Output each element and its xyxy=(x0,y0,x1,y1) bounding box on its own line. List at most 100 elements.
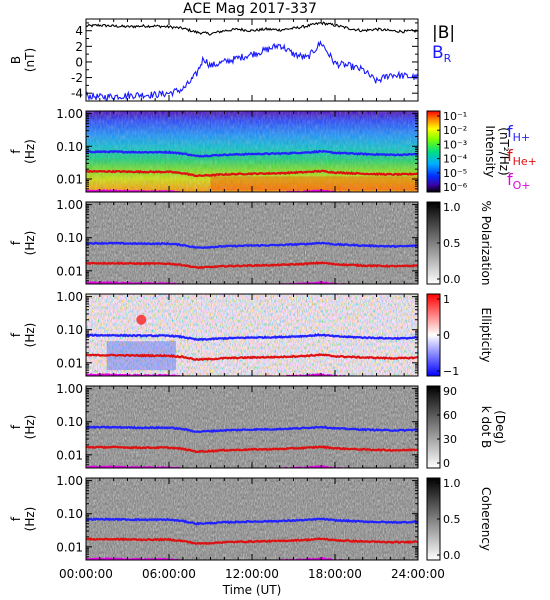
gyrofrequency-line-f_H xyxy=(86,425,418,434)
legend-b-r: BR xyxy=(432,43,452,65)
y-tick-label: 1.00 xyxy=(56,198,83,212)
colorbar-tick-label: 60 xyxy=(443,409,457,422)
panel-plot-area xyxy=(86,294,418,376)
colorbar-label: Intensity xyxy=(483,125,497,177)
colorbar-tick-label: 0.0 xyxy=(443,273,461,286)
x-tick-label: 18:00:00 xyxy=(308,567,362,581)
gyrofrequency-line-f_He xyxy=(86,261,418,270)
colorbar xyxy=(426,385,441,469)
y-axis-label: f xyxy=(9,516,23,521)
spectrogram-high-band xyxy=(210,176,418,191)
y-axis-label: f xyxy=(9,332,23,337)
y-tick-label: 1.00 xyxy=(56,382,83,396)
y-tick-label: 0.01 xyxy=(56,448,83,462)
colorbar-tick-label: 1 xyxy=(443,293,450,306)
chart-title: ACE Mag 2017-337 xyxy=(183,1,317,17)
panel-plot-area xyxy=(86,202,418,284)
y-tick-label: 1.00 xyxy=(56,290,83,304)
y-tick-label: 0 xyxy=(75,55,83,69)
colorbar-unit: (nT²/Hz) xyxy=(497,127,511,175)
panel-plot-area xyxy=(86,19,418,101)
gyrofrequency-line-f_H xyxy=(86,149,418,158)
gyrofrequency-label-He: fHe+ xyxy=(507,146,537,168)
y-tick-label: 0.01 xyxy=(56,264,83,278)
colorbar-tick-label: 10⁻² xyxy=(443,124,467,137)
panel-5: 1.00 0.10 0.01 f (Hz) 1.0 0.5 0.0 Coherency xyxy=(9,474,493,562)
gyrofrequency-label-subscript: O+ xyxy=(513,179,531,192)
y-tick-label: 0.01 xyxy=(56,540,83,554)
colorbar-tick-label: 0.5 xyxy=(443,237,461,250)
x-tick-label: 00:00:00 xyxy=(59,567,113,581)
y-tick-label: -4 xyxy=(71,87,83,101)
y-tick-label: 2 xyxy=(75,40,83,54)
panel-plot-area xyxy=(86,111,418,192)
colorbar-label: k dot B xyxy=(479,406,493,448)
gyrofrequency-line-f_He xyxy=(86,537,418,546)
panel-0: 4 20 -2 -4 B (nT) |B|BR xyxy=(9,18,455,102)
colorbar-tick-label: 0 xyxy=(443,329,450,342)
y-tick-label: 1.00 xyxy=(56,474,83,488)
panel-4: 1.00 0.10 0.01 f (Hz) 90 60 30 0 k dot B (Deg) xyxy=(9,382,507,470)
colorbar-label: Coherency xyxy=(479,487,493,551)
colorbar-tick-label: 1.0 xyxy=(443,201,461,214)
gyrofrequency-label-O: fO+ xyxy=(507,170,531,192)
colorbar-tick-label: 10⁻³ xyxy=(443,138,467,151)
colorbar-tick-label: 10⁻⁴ xyxy=(443,153,468,166)
colorbar-tick-label: 10⁻⁶ xyxy=(443,181,468,194)
y-tick-label: -2 xyxy=(71,71,83,85)
y-axis-unit: (Hz) xyxy=(23,231,37,256)
colorbar-tick-label: 30 xyxy=(443,433,457,446)
gyrofrequency-line-f_He xyxy=(86,353,418,362)
panel-1: 1.00 0.10 0.01 f (Hz) 10⁻¹10⁻²10⁻³ 10⁻⁴10⁻⁵10⁻… xyxy=(9,107,537,194)
x-axis-label: Time (UT) xyxy=(222,583,282,597)
y-tick-label: 0.10 xyxy=(56,507,83,521)
gyrofrequency-label-subscript: H+ xyxy=(513,131,531,144)
y-tick-label: 4 xyxy=(75,24,83,38)
gyrofrequency-line-f_He xyxy=(86,445,418,454)
y-axis-label: B xyxy=(9,56,23,64)
legend-b-r-subscript: R xyxy=(444,52,452,65)
y-tick-label: 0.10 xyxy=(56,415,83,429)
y-tick-label: 1.00 xyxy=(56,107,83,121)
gyrofrequency-label-H: fH+ xyxy=(507,122,530,144)
y-axis-label: f xyxy=(9,149,23,154)
panel-plot-area xyxy=(86,478,418,560)
y-axis-label: f xyxy=(9,424,23,429)
y-axis-unit: (Hz) xyxy=(23,415,37,440)
colorbar-tick-label: 0.5 xyxy=(443,513,461,526)
gyrofrequency-label-subscript: He+ xyxy=(513,155,537,168)
x-tick-label: 06:00:00 xyxy=(142,567,196,581)
legend-b-magnitude: |B| xyxy=(432,23,455,43)
y-tick-label: 0.01 xyxy=(56,356,83,370)
y-axis-label: f xyxy=(9,240,23,245)
colorbar-label: % Polarization xyxy=(479,201,493,286)
y-axis-unit: (Hz) xyxy=(23,139,37,164)
ellipticity-red-spot xyxy=(136,314,147,325)
series-line-b-magnitude xyxy=(86,21,418,36)
y-tick-label: 0.10 xyxy=(56,140,83,154)
y-axis-unit: (nT) xyxy=(23,48,37,72)
colorbar-label: Ellipticity xyxy=(479,308,493,363)
panel-2: 1.00 0.10 0.01 f (Hz) 1.0 0.5 0.0 % Polarization xyxy=(9,198,493,286)
colorbar xyxy=(426,110,441,193)
colorbar-unit: (Deg) xyxy=(493,410,507,444)
panel-3: 1.00 0.10 0.01 f (Hz) 1 0 −1 Ellipticity xyxy=(9,290,493,378)
y-axis-unit: (Hz) xyxy=(23,323,37,348)
colorbar-tick-label: 0.0 xyxy=(443,549,461,562)
y-tick-label: 0.10 xyxy=(56,323,83,337)
y-tick-label: 0.01 xyxy=(56,172,83,186)
gyrofrequency-line-f_H xyxy=(86,241,418,250)
colorbar-tick-label: 0 xyxy=(443,457,450,470)
gyrofrequency-line-f_H xyxy=(86,333,418,342)
x-tick-label: 24:00:00 xyxy=(391,567,445,581)
panel-plot-area xyxy=(86,386,418,468)
colorbar-tick-label: 10⁻⁵ xyxy=(443,167,467,180)
series-line-b-r xyxy=(86,39,418,101)
colorbar-tick-label: 10⁻¹ xyxy=(443,110,467,123)
gyrofrequency-line-f_H xyxy=(86,517,418,526)
colorbar-tick-label: −1 xyxy=(443,365,459,378)
panel-background xyxy=(86,19,418,101)
colorbar-tick-label: 1.0 xyxy=(443,477,461,490)
y-tick-label: 0.10 xyxy=(56,231,83,245)
